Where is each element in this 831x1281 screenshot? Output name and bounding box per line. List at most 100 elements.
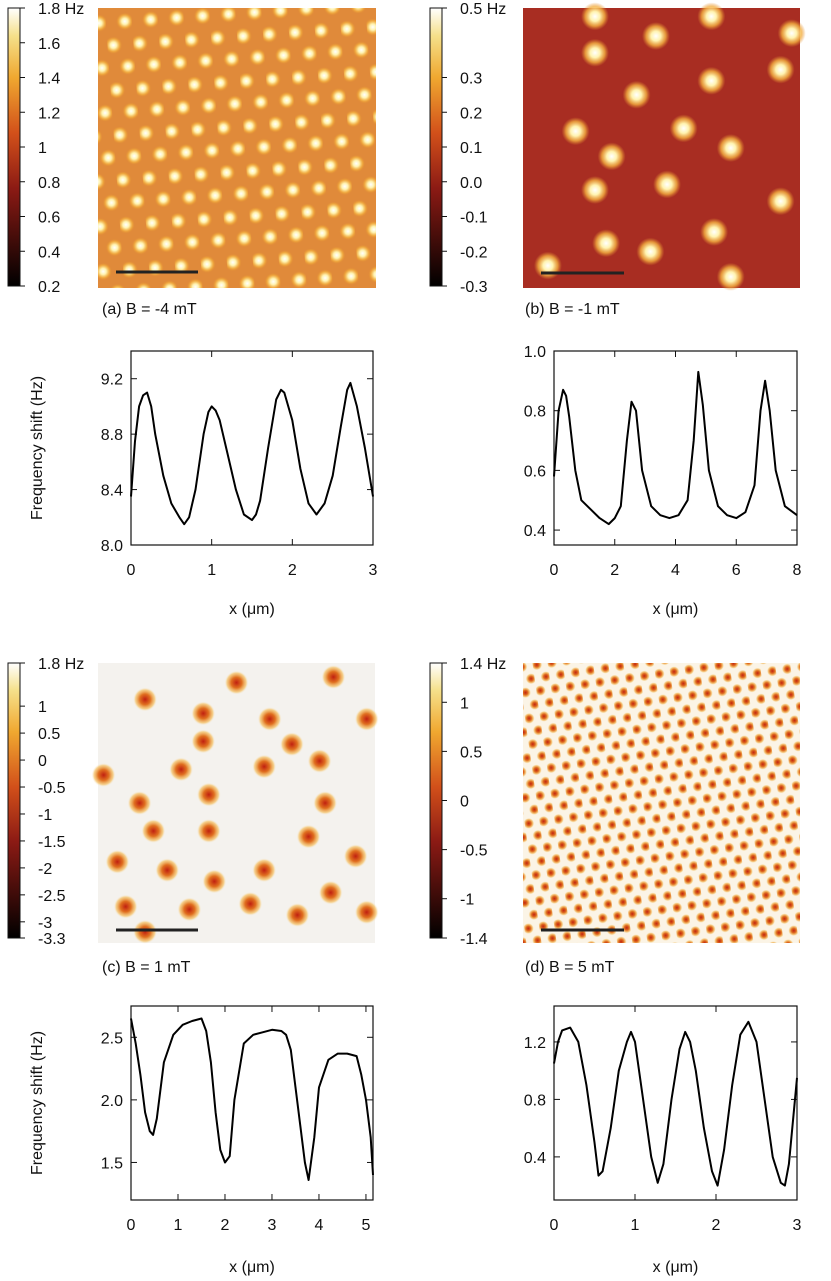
- x-axis-label: x (μm): [229, 1259, 275, 1276]
- x-tick-label: 8: [793, 562, 802, 579]
- colorbar-label: 1.8 Hz: [38, 1, 84, 18]
- panel-c-colorbar-labels: 1.8 Hz 1 0.5 0 -0.5 -1 -1.5 -2 -2.5 -3-3.3: [20, 656, 84, 948]
- vortex-spot: [202, 869, 227, 894]
- vortex-spot: [296, 824, 321, 849]
- x-tick-label: 2: [610, 562, 619, 579]
- vortex-spot: [716, 262, 745, 291]
- y-tick-label: 2.0: [101, 1093, 123, 1110]
- panel-a-spot-lattice: [98, 8, 376, 288]
- colorbar-label: -0.1: [460, 210, 488, 227]
- vortex-spot: [285, 903, 310, 927]
- vortex-spot: [105, 849, 130, 874]
- y-tick-label: 8.8: [101, 427, 123, 444]
- vortex-spot: [597, 142, 626, 171]
- y-axis-label: Frequency shift (Hz): [29, 376, 46, 520]
- panel-c-spots: [91, 665, 379, 944]
- y-tick-label: 9.2: [101, 372, 123, 389]
- colorbar-label: 0.8: [38, 175, 60, 192]
- y-tick-label: 1.0: [524, 344, 546, 361]
- colorbar-label: 1.4 Hz: [460, 656, 506, 673]
- colorbar-label: 1: [38, 699, 47, 716]
- colorbar-label: 0: [38, 753, 47, 770]
- vortex-spot: [307, 749, 332, 773]
- vortex-spot: [697, 66, 726, 95]
- panel-d-image-group: 1.4 Hz 1 0.5 0 -0.5 -1 -1.4 (d) B = 5 mT: [429, 656, 800, 976]
- panel-c-colorbar: [7, 662, 21, 939]
- colorbar-label: 0.0: [460, 175, 482, 192]
- colorbar-label: -0.5: [460, 843, 488, 860]
- plot-frame: [130, 350, 374, 546]
- colorbar-label: -0.3: [460, 279, 488, 296]
- panel-b-spots: [533, 2, 806, 291]
- panel-b-caption: (b) B = -1 mT: [525, 301, 620, 318]
- colorbar-label: -1: [460, 892, 474, 909]
- colorbar-label: 0.5 Hz: [460, 1, 506, 18]
- vortex-spot: [133, 919, 158, 944]
- frequency-shift-line: [130, 1017, 374, 1181]
- x-tick-label: 3: [268, 1217, 277, 1234]
- colorbar-label: -1.5: [38, 834, 66, 851]
- vortex-spot: [313, 791, 338, 815]
- vortex-spot: [252, 858, 277, 883]
- colorbar-label: 0.2: [460, 105, 482, 122]
- vortex-spot: [321, 665, 346, 689]
- vortex-spot: [224, 670, 249, 695]
- x-axis-label: x (μm): [653, 601, 699, 618]
- panel-b-colorbar-labels: 0.5 Hz 0.3 0.2 0.1 0.0 -0.1 -0.2 -0.3: [442, 1, 506, 296]
- vortex-spot: [141, 819, 166, 843]
- x-tick-label: 2: [288, 562, 297, 579]
- colorbar-label: 0.1: [460, 140, 482, 157]
- panel-a-caption: (a) B = -4 mT: [102, 301, 197, 318]
- vortex-spot: [196, 782, 221, 807]
- panel-a-colorbar: [7, 7, 21, 287]
- vortex-spot: [700, 218, 729, 246]
- colorbar-label: 0.2: [38, 279, 60, 296]
- colorbar-label: 1: [38, 140, 47, 157]
- colorbar-label: -1.4: [460, 931, 488, 948]
- vortex-spot: [91, 763, 116, 787]
- vortex-spot: [196, 819, 221, 843]
- y-tick-label: 8.0: [101, 538, 123, 555]
- vortex-spot: [716, 134, 745, 162]
- vortex-spot: [697, 2, 726, 31]
- vortex-spot: [191, 701, 216, 726]
- vortex-spot: [581, 2, 610, 31]
- colorbar-label: -1: [38, 807, 52, 824]
- vortex-spot: [113, 894, 138, 919]
- colorbar-label: -0.5: [38, 780, 66, 797]
- colorbar-label: 1: [460, 695, 469, 712]
- y-tick-label: 1.2: [524, 1035, 546, 1052]
- panel-d-caption: (d) B = 5 mT: [525, 959, 615, 976]
- plot-frame: [130, 1005, 374, 1201]
- panel-b-afm-image: [523, 8, 800, 288]
- vortex-spot: [279, 732, 304, 757]
- x-axis-label: x (μm): [653, 1259, 699, 1276]
- vortex-spot: [669, 114, 698, 143]
- y-tick-label: 8.4: [101, 483, 123, 500]
- vortex-spot: [177, 897, 202, 922]
- vortex-spot: [581, 38, 610, 67]
- colorbar-label: 1.6: [38, 36, 60, 53]
- colorbar-label: 0: [460, 794, 469, 811]
- panel-b-colorbar: [429, 7, 443, 287]
- x-axis-label: x (μm): [229, 601, 275, 618]
- vortex-spot: [622, 80, 651, 109]
- vortex-spot: [191, 729, 216, 754]
- colorbar-label: -3.3: [38, 931, 66, 948]
- y-axis-label: Frequency shift (Hz): [29, 1031, 46, 1175]
- panel-b-line-profile: 0 2 4 6 8 0.4 0.6 0.8 1.0 x (μm): [524, 344, 802, 618]
- colorbar-label: 0.3: [460, 71, 482, 88]
- vortex-spot: [561, 117, 590, 146]
- vortex-spot: [252, 754, 277, 779]
- panel-d-line-profile: 0 1 2 3 0.4 0.8 1.2 x (μm): [524, 1005, 802, 1276]
- vortex-spot: [533, 251, 562, 280]
- vortex-spot: [766, 187, 795, 216]
- colorbar-label: 0.5: [38, 726, 60, 743]
- vortex-spot: [641, 22, 670, 50]
- y-tick-label: 0.6: [524, 463, 546, 480]
- panel-c-caption: (c) B = 1 mT: [102, 959, 191, 976]
- panel-a-image-group: 1.8 Hz 1.6 1.4 1.2 1 0.8 0.6 0.4 0.2 (a) B = -4 …: [7, 1, 376, 318]
- frequency-shift-line: [553, 370, 798, 526]
- plot-frame: [553, 1005, 798, 1201]
